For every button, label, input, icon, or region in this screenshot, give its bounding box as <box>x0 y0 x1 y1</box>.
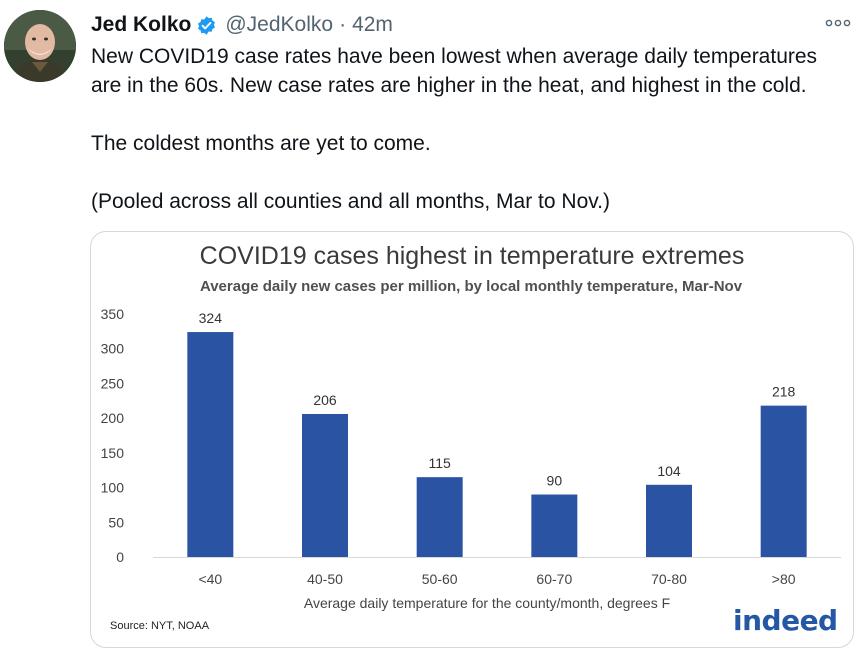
tweet-paragraph: (Pooled across all counties and all mont… <box>91 190 611 213</box>
x-tick-label: 70-80 <box>651 571 687 587</box>
y-tick-label: 150 <box>101 445 125 461</box>
tweet-paragraph: The coldest months are yet to come. <box>91 132 431 155</box>
y-tick-label: 250 <box>101 375 125 391</box>
more-options-icon[interactable] <box>824 16 852 30</box>
bar-chart: 0 50 100 150 200 250 300 350 324 <40 206 40-50 115 50… <box>101 306 841 611</box>
bar <box>416 477 463 557</box>
x-tick-label: >80 <box>772 571 796 587</box>
x-tick-label: <40 <box>198 571 222 587</box>
y-tick-label: 300 <box>101 341 125 357</box>
avatar-photo <box>4 10 76 82</box>
media-card[interactable]: COVID19 cases highest in temperature ext… <box>90 231 854 648</box>
data-label: 90 <box>547 473 563 489</box>
data-label: 115 <box>429 455 452 471</box>
bar <box>302 413 348 557</box>
avatar[interactable] <box>4 10 76 82</box>
tweet-timestamp[interactable]: 42m <box>352 13 393 36</box>
bar <box>646 484 692 557</box>
y-tick-label: 0 <box>116 549 124 565</box>
x-tick-label: 40-50 <box>307 571 343 587</box>
chart-source: Source: NYT, NOAA <box>110 620 210 632</box>
bar <box>760 405 807 557</box>
chart-title: COVID19 cases highest in temperature ext… <box>199 242 745 270</box>
y-tick-label: 100 <box>101 480 125 496</box>
author-name[interactable]: Jed Kolko <box>91 13 192 36</box>
data-label: 218 <box>772 384 796 400</box>
data-label: 104 <box>657 463 681 479</box>
data-label: 324 <box>199 310 223 326</box>
x-tick-label: 60-70 <box>536 571 572 587</box>
author-handle[interactable]: @JedKolko <box>225 13 334 36</box>
tweet-paragraph: New COVID19 case rates have been lowest … <box>91 45 823 97</box>
y-tick-label: 200 <box>101 410 125 426</box>
y-tick-label: 350 <box>101 306 125 322</box>
x-axis-label: Average daily temperature for the county… <box>304 595 670 611</box>
tweet-header: Jed Kolko @JedKolko · 42m <box>91 11 393 39</box>
bar <box>187 332 234 557</box>
data-label: 206 <box>313 392 337 408</box>
x-tick-label: 50-60 <box>422 571 458 587</box>
chart-subtitle: Average daily new cases per million, by … <box>199 278 743 295</box>
bar <box>531 494 578 557</box>
tweet-text: New COVID19 case rates have been lowest … <box>91 42 851 216</box>
verified-badge-icon <box>198 15 216 35</box>
header-separator: · <box>339 13 347 36</box>
y-tick-label: 50 <box>108 514 124 530</box>
indeed-logo: indeed <box>733 604 838 637</box>
